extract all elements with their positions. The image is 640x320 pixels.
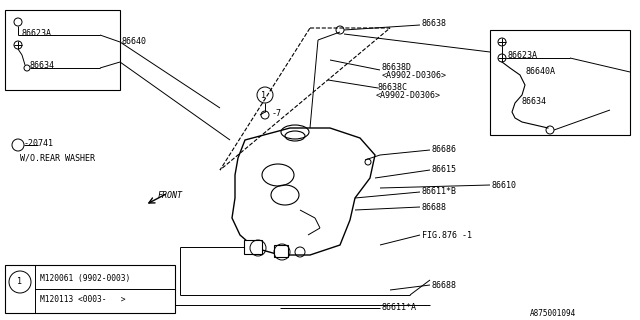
Text: 86615: 86615 [432, 165, 457, 174]
Text: 86623A: 86623A [508, 52, 538, 60]
Text: <A9902-D0306>: <A9902-D0306> [376, 92, 441, 100]
Text: 86634: 86634 [30, 61, 55, 70]
Text: 86623A: 86623A [22, 29, 52, 38]
Text: M120061 (9902-0003): M120061 (9902-0003) [40, 274, 131, 283]
Text: 86686: 86686 [432, 146, 457, 155]
Text: 86688: 86688 [432, 281, 457, 290]
Text: 1: 1 [17, 277, 22, 286]
Text: FIG.876 -1: FIG.876 -1 [422, 230, 472, 239]
Text: 86640A: 86640A [525, 67, 555, 76]
Text: 86638D: 86638D [382, 63, 412, 73]
Text: 86638: 86638 [422, 20, 447, 28]
Bar [274, 245, 288, 257]
Text: M120113 <0003-   >: M120113 <0003- > [40, 295, 125, 305]
Text: 86611*A: 86611*A [382, 303, 417, 313]
Text: <A9902-D0306>: <A9902-D0306> [382, 71, 447, 81]
Text: 86610: 86610 [492, 180, 517, 189]
Text: -20741: -20741 [24, 140, 54, 148]
Text: 1: 1 [260, 91, 266, 100]
Text: W/O.REAR WASHER: W/O.REAR WASHER [20, 154, 95, 163]
Text: 86688: 86688 [422, 203, 447, 212]
Text: 86638C: 86638C [378, 84, 408, 92]
Text: 86634: 86634 [522, 98, 547, 107]
Bar [5, 265, 175, 313]
Text: 86611*B: 86611*B [422, 188, 457, 196]
Text: FRONT: FRONT [158, 191, 183, 201]
Bar [5, 10, 120, 90]
Bar [490, 30, 630, 135]
Bar [244, 240, 262, 254]
Text: -7: -7 [272, 108, 282, 117]
Text: 86640: 86640 [122, 37, 147, 46]
Text: A875001094: A875001094 [530, 308, 576, 317]
